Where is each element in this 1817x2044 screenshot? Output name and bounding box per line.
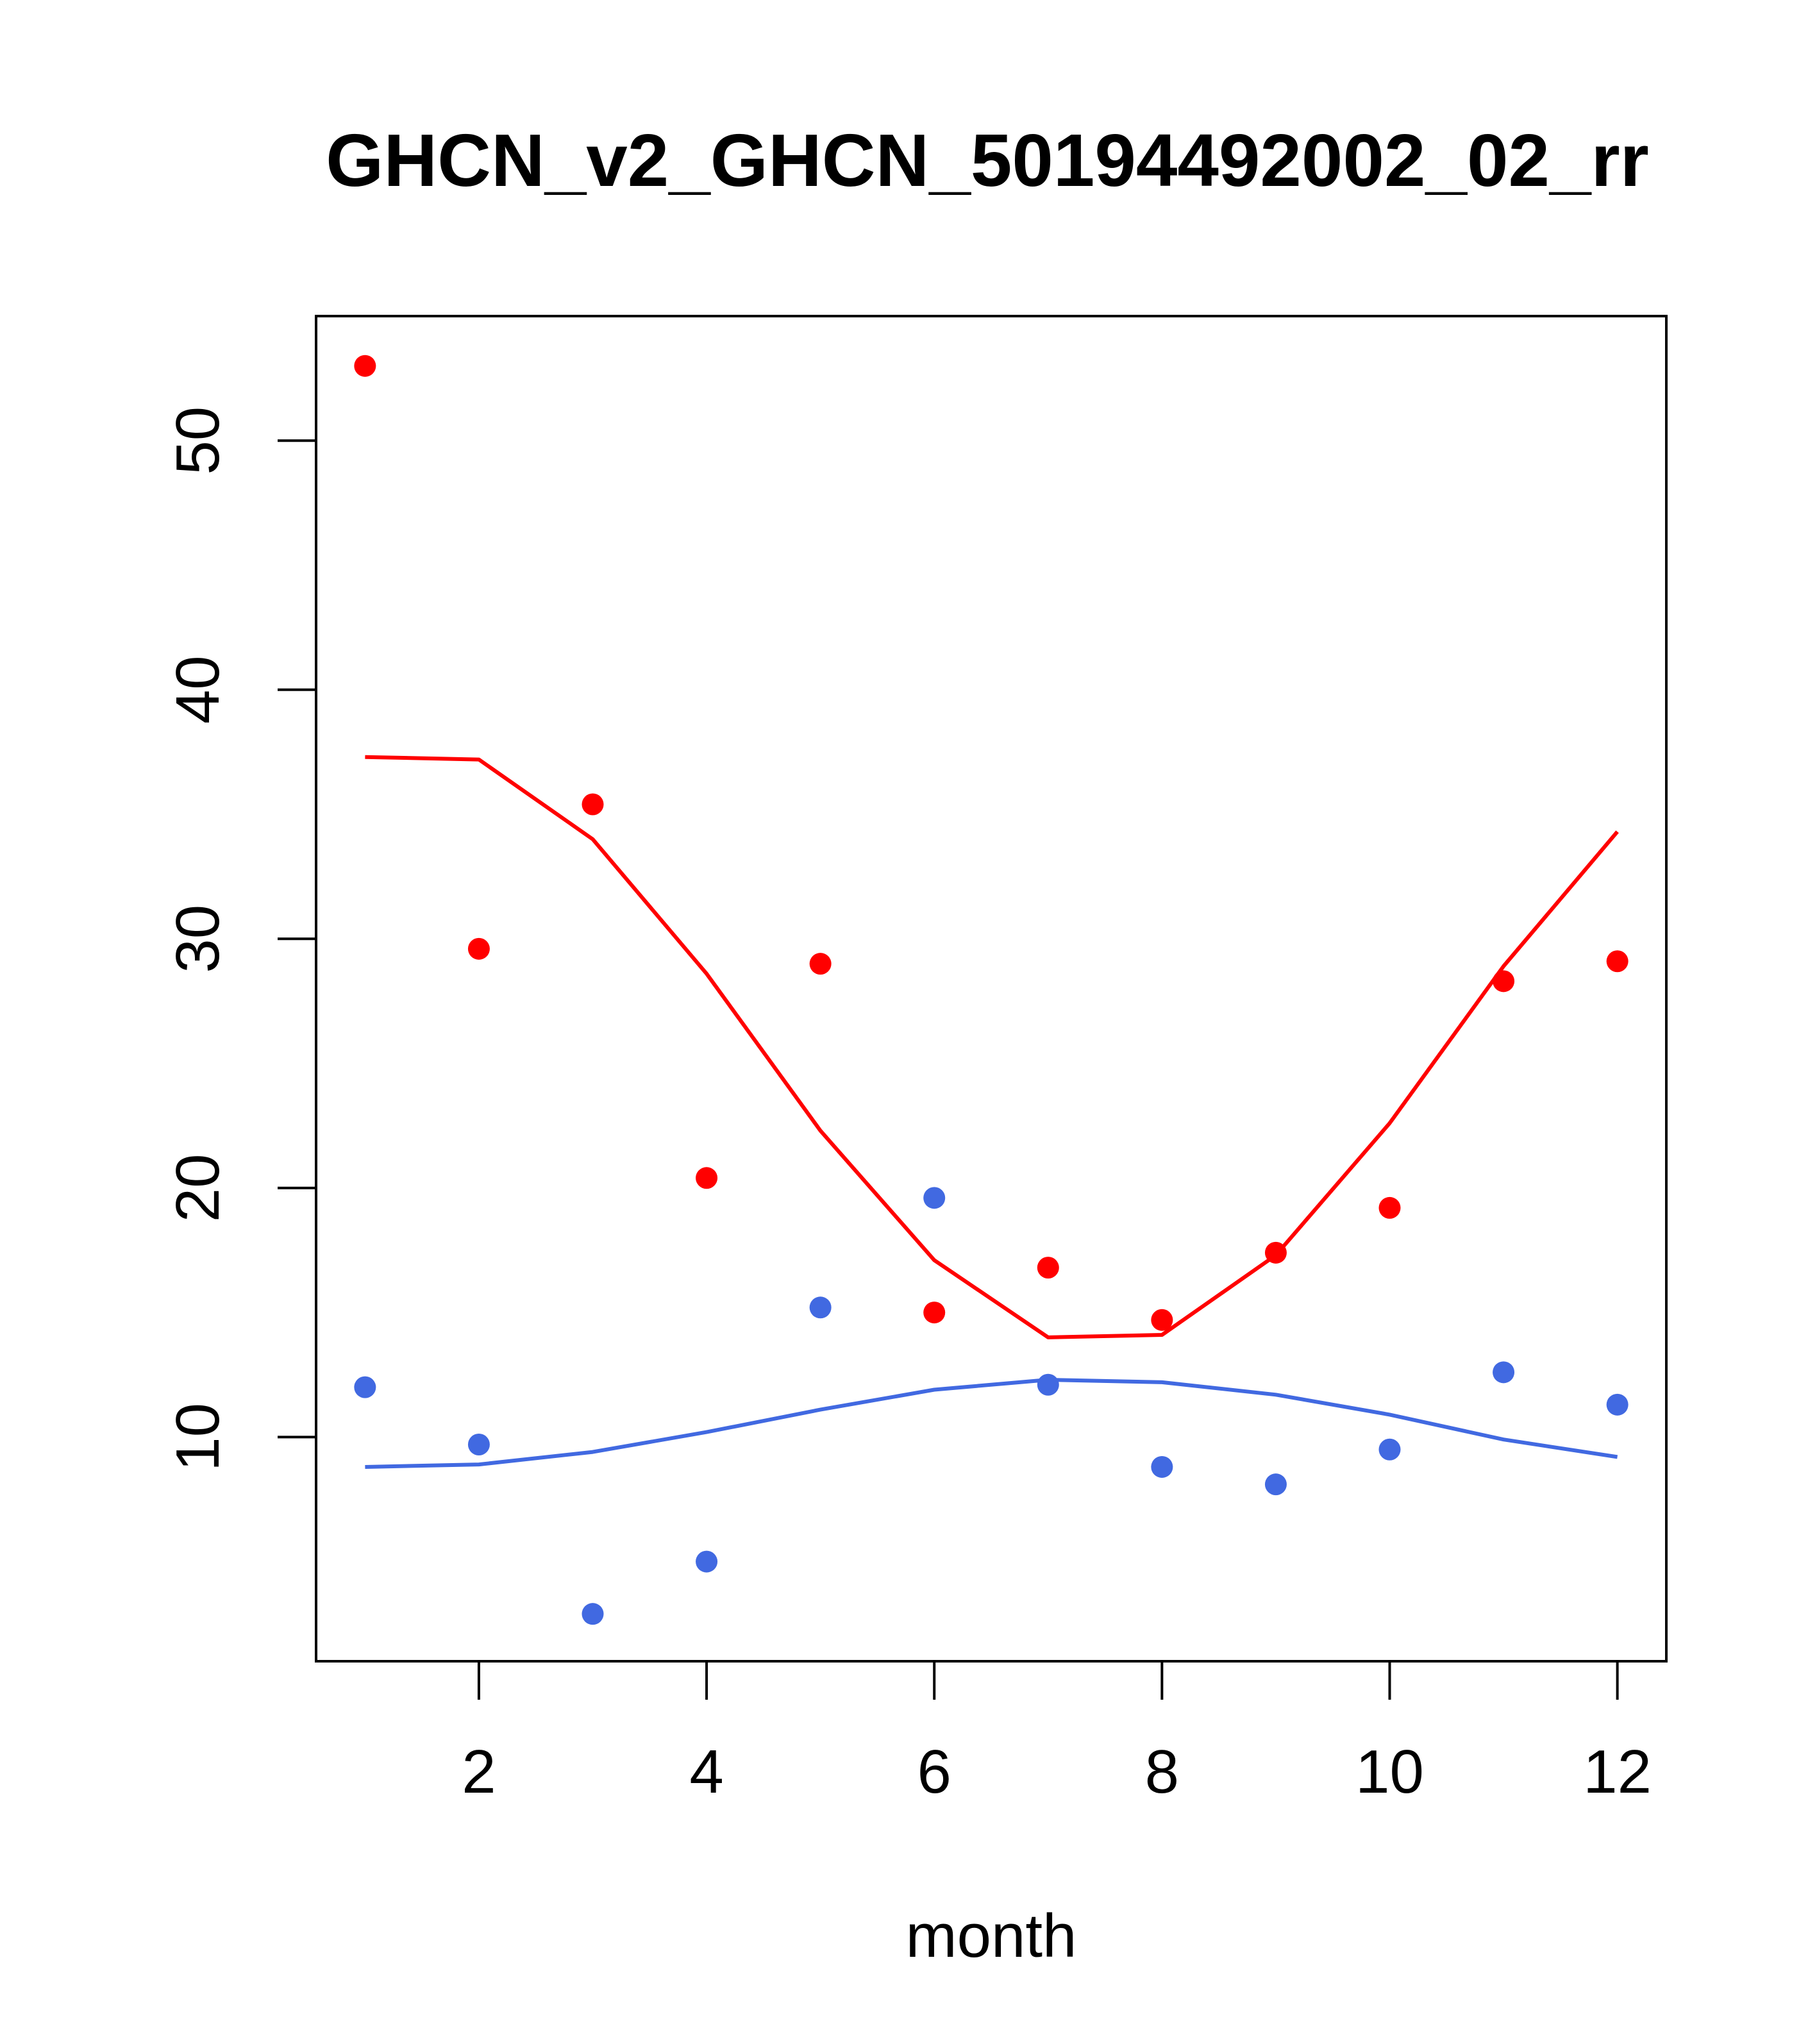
data-point — [1151, 1309, 1173, 1331]
data-point — [582, 793, 604, 816]
data-point — [1606, 950, 1629, 973]
x-tick-label: 6 — [917, 1738, 951, 1806]
data-point — [1037, 1373, 1059, 1396]
series-layer — [354, 355, 1629, 1625]
series-line — [365, 1378, 1618, 1469]
data-point — [467, 937, 490, 960]
data-point — [467, 1433, 490, 1455]
data-point — [923, 1187, 946, 1209]
data-point — [1493, 1361, 1515, 1384]
data-point — [354, 1376, 376, 1398]
y-tick-label: 10 — [163, 1403, 232, 1471]
y-axis: 10 20 30 40 50 — [163, 406, 317, 1471]
x-axis-title: month — [906, 1902, 1077, 1970]
data-point — [1264, 1473, 1287, 1496]
y-tick-label: 20 — [163, 1153, 232, 1222]
data-point — [923, 1302, 946, 1324]
series-line — [365, 755, 1619, 1339]
y-tick-label: 40 — [163, 655, 232, 724]
data-point — [1606, 1393, 1629, 1416]
data-point — [809, 953, 832, 975]
x-tick-label: 12 — [1583, 1738, 1652, 1806]
data-point — [1378, 1438, 1401, 1461]
data-point — [354, 355, 376, 377]
chart-title: GHCN_v2_GHCN_50194492002_02_rr — [326, 119, 1649, 202]
data-point — [1151, 1455, 1173, 1478]
y-tick-label: 30 — [163, 905, 232, 973]
data-point — [809, 1296, 832, 1319]
x-tick-label: 8 — [1145, 1738, 1179, 1806]
data-point — [1037, 1257, 1059, 1279]
x-tick-label: 10 — [1355, 1738, 1424, 1806]
y-tick-label: 50 — [163, 406, 232, 475]
x-tick-label: 4 — [689, 1738, 723, 1806]
data-point — [1378, 1196, 1401, 1219]
data-point — [696, 1167, 718, 1189]
data-point — [696, 1550, 718, 1573]
data-point — [582, 1603, 604, 1625]
x-tick-label: 2 — [462, 1738, 496, 1806]
x-axis: 2 4 6 8 10 12 — [462, 1660, 1652, 1806]
